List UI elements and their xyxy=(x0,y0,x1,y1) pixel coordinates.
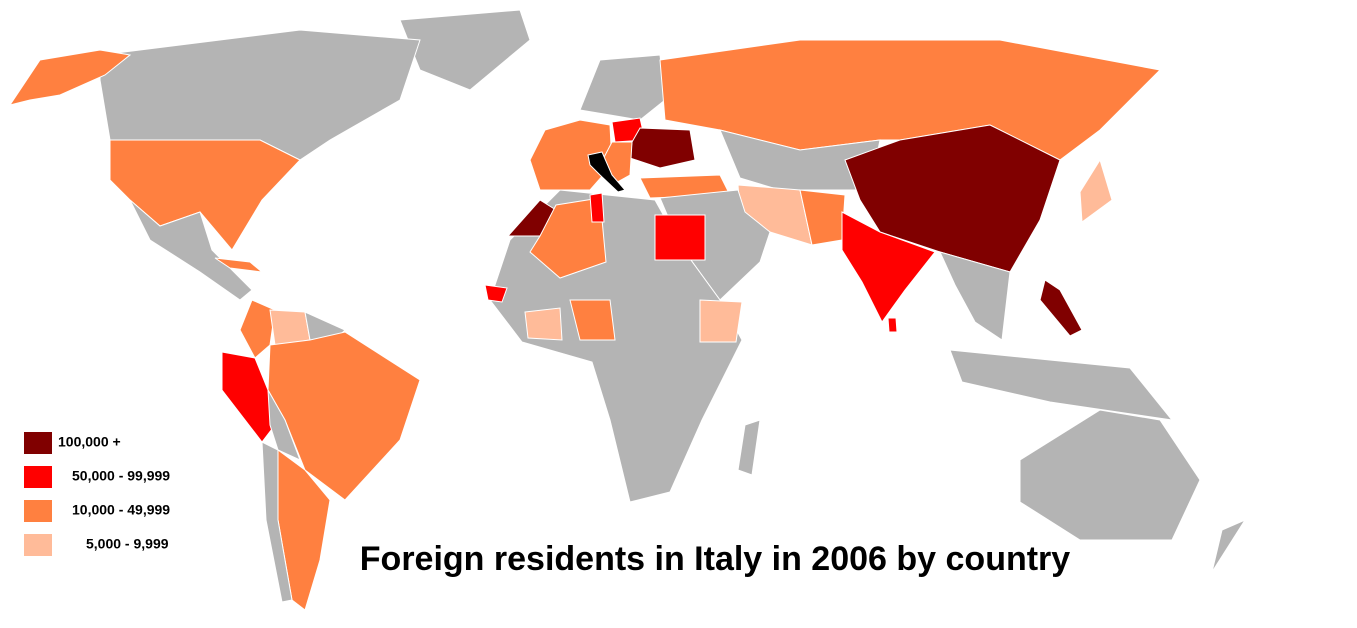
madagascar xyxy=(737,419,761,476)
cuba xyxy=(214,257,264,273)
tunisia xyxy=(589,192,605,223)
italy xyxy=(587,151,626,193)
legend-label: 100,000 + xyxy=(58,434,121,450)
new-zealand xyxy=(1211,518,1247,573)
legend-swatch xyxy=(24,432,52,454)
southeast-asia xyxy=(939,251,1011,341)
algeria xyxy=(529,197,607,279)
legend-swatch xyxy=(24,500,52,522)
ghana-ivory-coast xyxy=(524,307,563,341)
scandinavia xyxy=(579,54,666,121)
canada xyxy=(99,29,421,161)
indonesia xyxy=(949,349,1174,421)
bolivia xyxy=(267,389,301,461)
india xyxy=(841,211,936,323)
ethiopia xyxy=(699,299,743,343)
legend: 100,000 + 50,000 - 99,999 10,000 - 49,999 5… xyxy=(24,432,170,556)
chile xyxy=(261,441,293,603)
countries xyxy=(8,9,1247,611)
nigeria xyxy=(569,299,616,341)
legend-label: 50,000 - 99,999 xyxy=(72,468,170,484)
legend-label: 10,000 - 49,999 xyxy=(72,502,170,518)
ukraine-romania xyxy=(629,127,696,169)
peru-ecuador xyxy=(221,351,276,443)
japan xyxy=(1079,158,1113,223)
china xyxy=(844,124,1061,273)
australia xyxy=(1019,409,1201,541)
mexico xyxy=(129,199,253,301)
legend-swatch xyxy=(24,534,52,556)
alaska xyxy=(8,49,132,106)
philippines xyxy=(1039,279,1083,337)
senegal xyxy=(484,284,508,303)
map-title: Foreign residents in Italy in 2006 by co… xyxy=(360,540,1071,578)
venezuela xyxy=(269,309,311,346)
greenland xyxy=(399,9,531,91)
egypt xyxy=(654,214,706,261)
legend-label: 5,000 - 9,999 xyxy=(86,536,169,552)
legend-swatch xyxy=(24,466,52,488)
sri-lanka xyxy=(887,317,898,333)
usa xyxy=(109,139,301,251)
